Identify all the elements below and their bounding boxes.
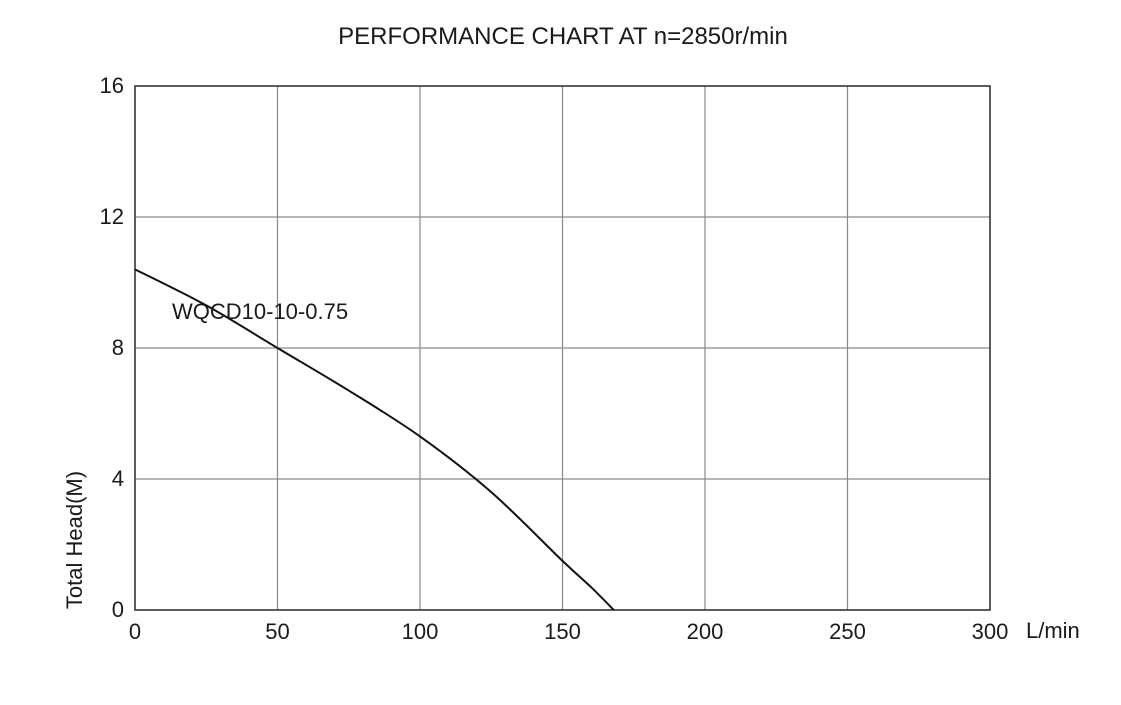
x-tick-label: 150 xyxy=(544,619,581,644)
x-tick-label: 200 xyxy=(687,619,724,644)
y-tick-label: 8 xyxy=(112,335,124,360)
y-tick-label: 0 xyxy=(112,597,124,622)
y-tick-label: 4 xyxy=(112,466,124,491)
plot-frame xyxy=(134,85,991,611)
axis-layer xyxy=(134,85,991,611)
x-tick-label: 300 xyxy=(972,619,1009,644)
x-tick-label: 0 xyxy=(129,619,141,644)
tick-layer: 0 50 100 150 200 250 300 0 4 8 12 16 xyxy=(100,73,1009,644)
x-tick-label: 100 xyxy=(402,619,439,644)
series-layer: WQCD10-10-0.75 xyxy=(134,268,615,611)
y-axis-label: Total Head(M) xyxy=(62,471,87,609)
series-label: WQCD10-10-0.75 xyxy=(172,299,348,324)
y-tick-label: 12 xyxy=(100,204,124,229)
x-tick-label: 250 xyxy=(829,619,866,644)
chart-title: PERFORMANCE CHART AT n=2850r/min xyxy=(338,23,788,50)
grid-layer xyxy=(134,85,991,611)
series-line xyxy=(134,268,615,611)
x-tick-label: 50 xyxy=(265,619,289,644)
y-tick-label: 16 xyxy=(100,73,124,98)
x-axis-label: L/min xyxy=(1026,618,1080,643)
